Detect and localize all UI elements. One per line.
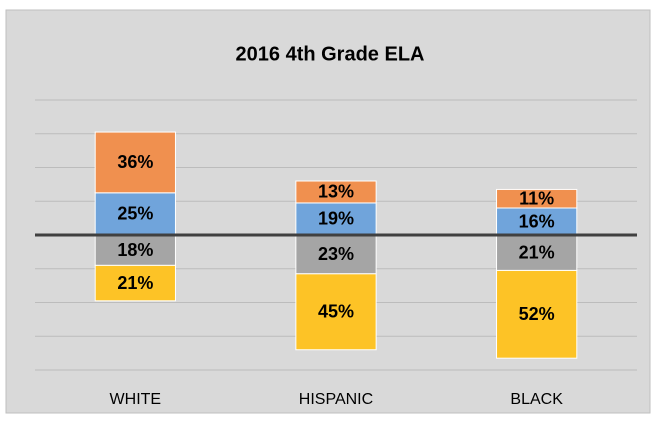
chart-title: 2016 4th Grade ELA (236, 43, 425, 65)
data-label: 13% (318, 182, 354, 202)
bar-segment (496, 269, 578, 359)
bar-segment (94, 131, 176, 194)
data-label: 18% (117, 240, 153, 260)
data-label: 11% (519, 188, 554, 208)
bar-segment (94, 264, 176, 302)
data-label: 19% (318, 209, 354, 229)
bar-segment (295, 180, 377, 204)
x-tick-label: BLACK (510, 391, 563, 408)
data-label: 16% (519, 211, 555, 231)
x-tick-label: WHITE (110, 391, 162, 408)
data-label: 23% (318, 244, 354, 264)
data-label: 25% (117, 204, 153, 224)
data-label: 36% (117, 152, 153, 172)
data-label: 52% (519, 304, 555, 324)
data-label: 21% (117, 273, 153, 293)
data-label: 21% (519, 242, 555, 262)
x-tick-label: HISPANIC (299, 391, 373, 408)
bar-segment (496, 188, 578, 209)
data-label: 45% (318, 302, 354, 322)
bar-segment (496, 234, 578, 271)
bar-segment (295, 273, 377, 351)
